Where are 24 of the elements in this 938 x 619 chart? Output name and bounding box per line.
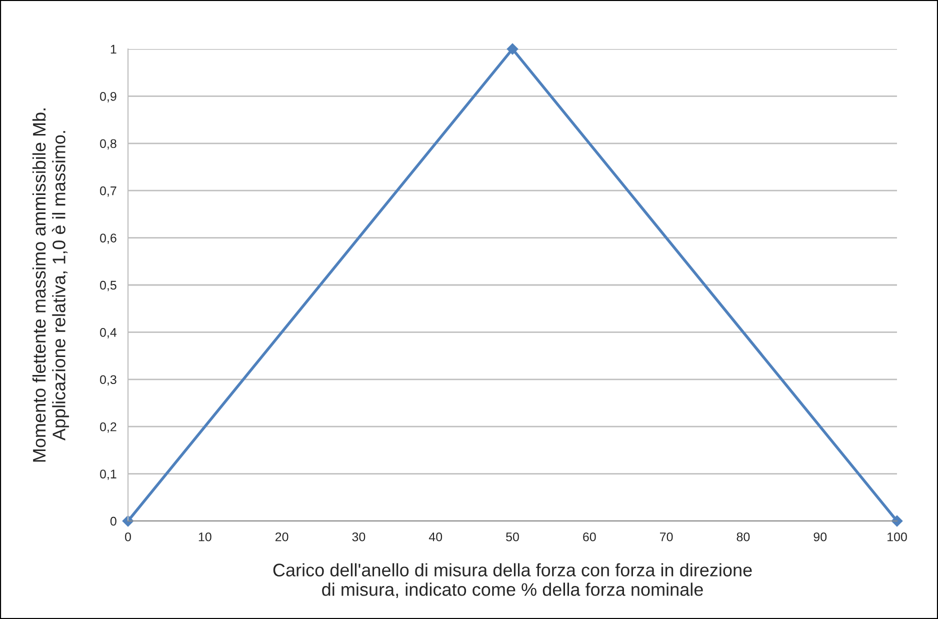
x-tick-label: 100: [888, 532, 907, 542]
y-tick-label: 0,1: [100, 470, 116, 480]
y-tick-label: 0,8: [100, 139, 116, 150]
y-tick-label: 0,5: [100, 280, 116, 292]
y-tick-label: 0,6: [100, 234, 116, 244]
x-tick-label: 20: [275, 532, 288, 542]
x-tick-label: 10: [198, 532, 212, 542]
y-axis-title: Momento flettente massimo ammissibile Mb. Applicazione relativa, 1,0 è il massimo.: [32, 108, 69, 462]
x-tick-label: 80: [736, 532, 750, 542]
x-tick-label: 30: [352, 532, 366, 542]
y-tick-label: 0: [110, 516, 116, 526]
y-tick-label: 0,3: [100, 375, 116, 386]
x-tick-label: 50: [506, 532, 519, 542]
y-tick-label: 0,2: [100, 422, 116, 433]
x-axis-title: Carico dell'anello di misura della forza con forza in direzione di misura, indicato come % della forza nominale: [273, 563, 752, 598]
y-tick-label: 1: [110, 44, 116, 54]
y-tick-label: 0,9: [100, 92, 116, 102]
x-tick-label: 60: [583, 532, 596, 542]
x-tick-label: 40: [428, 532, 442, 542]
x-tick-label: 90: [814, 532, 827, 542]
x-tick-label: 70: [660, 532, 673, 542]
y-tick-label: 0,4: [100, 328, 117, 338]
x-tick-label: 0: [125, 532, 131, 542]
y-tick-label: 0,7: [100, 186, 116, 197]
